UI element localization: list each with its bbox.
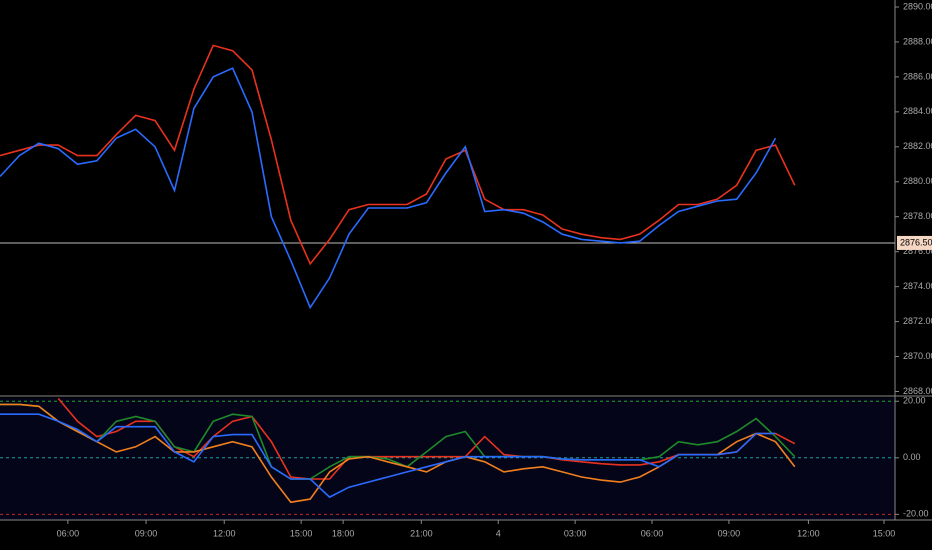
last-price-label: 2876.50 (900, 237, 932, 247)
y-tick-label: 2868.00 (903, 386, 932, 396)
y-tick-label: 2884.00 (903, 106, 932, 116)
x-tick-label: 09:00 (718, 528, 741, 538)
x-tick-label: 09:00 (135, 528, 158, 538)
series-line (0, 44, 796, 266)
y-tick-label: 2876.00 (903, 246, 932, 256)
y-tick-label: 2886.00 (903, 71, 932, 81)
x-tick-label: 18:00 (332, 528, 355, 538)
x-tick-label: 06:00 (57, 528, 80, 538)
series-line (0, 413, 776, 499)
last-price-box (897, 235, 932, 250)
series-line (57, 397, 796, 480)
y-tick-label: 2872.00 (903, 316, 932, 326)
y-tick-label: 2870.00 (903, 351, 932, 361)
y-tick-label: -20.00 (903, 509, 929, 519)
indicator-background (0, 398, 895, 520)
y-tick-label: 2890.00 (903, 1, 932, 11)
y-tick-label: 2882.00 (903, 141, 932, 151)
x-tick-label: 12:00 (213, 528, 236, 538)
y-tick-label: 0.00 (903, 452, 921, 462)
x-tick-label: 15:00 (873, 528, 896, 538)
y-tick-label: 20.00 (903, 396, 926, 406)
y-tick-label: 2878.00 (903, 211, 932, 221)
x-tick-label: 4 (496, 528, 501, 538)
x-tick-label: 12:00 (797, 528, 820, 538)
series-line (0, 67, 777, 310)
x-tick-label: 15:00 (290, 528, 313, 538)
y-tick-label: 2874.00 (903, 281, 932, 291)
x-tick-label: 03:00 (564, 528, 587, 538)
y-tick-label: 2880.00 (903, 176, 932, 186)
series-line (0, 403, 796, 480)
y-tick-label: 2888.00 (903, 36, 932, 46)
x-tick-label: 06:00 (641, 528, 664, 538)
x-tick-label: 21:00 (410, 528, 433, 538)
